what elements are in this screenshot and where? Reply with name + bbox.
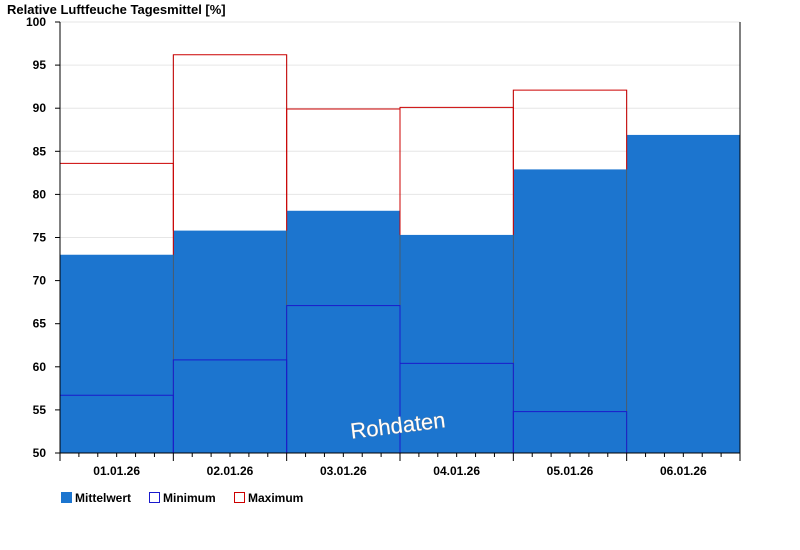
y-tick-label: 60: [33, 360, 47, 374]
x-tick-label: 01.01.26: [93, 464, 140, 478]
y-tick-label: 90: [33, 101, 47, 115]
y-tick-label: 70: [33, 274, 47, 288]
y-tick-label: 100: [26, 15, 46, 29]
y-axis-ticks: 50 55 60 65 70 75 80 85 90 95 100: [26, 15, 60, 460]
x-tick-label: 05.01.26: [547, 464, 594, 478]
y-tick-label: 50: [33, 446, 47, 460]
x-tick-label: 03.01.26: [320, 464, 367, 478]
x-tick-label: 02.01.26: [207, 464, 254, 478]
bar-mittelwert: [60, 254, 174, 453]
bar-mittelwert: [286, 210, 400, 453]
chart-title: Relative Luftfeuche Tagesmittel [%]: [7, 2, 226, 17]
legend-swatch: [61, 492, 72, 503]
legend-item-mittelwert: Mittelwert: [61, 491, 131, 505]
legend-label: Maximum: [248, 491, 303, 505]
x-tick-label: 06.01.26: [660, 464, 707, 478]
legend-label: Minimum: [163, 491, 216, 505]
legend-item-maximum: Maximum: [234, 491, 303, 505]
bar-mittelwert: [400, 234, 514, 453]
legend: Mittelwert Minimum Maximum: [61, 491, 303, 505]
y-tick-label: 95: [33, 58, 47, 72]
x-tick-label: 04.01.26: [433, 464, 480, 478]
bar-maximum: [59, 162, 174, 255]
bar-maximum: [286, 108, 401, 211]
bar-mittelwert: [513, 169, 627, 454]
legend-swatch: [149, 492, 160, 503]
lines-maximum: [59, 54, 628, 255]
y-tick-label: 55: [33, 403, 47, 417]
legend-label: Mittelwert: [75, 491, 131, 505]
bar-maximum: [172, 54, 288, 231]
bar-mittelwert: [173, 230, 287, 453]
y-tick-label: 85: [33, 144, 47, 158]
bars-mittelwert: [60, 54, 740, 454]
bar-mittelwert: [626, 134, 740, 453]
x-axis-ticks: 01.01.26 02.01.26 03.01.26 04.01.26 05.01.26…: [59, 453, 741, 478]
legend-item-minimum: Minimum: [149, 491, 216, 505]
legend-swatch: [234, 492, 245, 503]
y-tick-label: 75: [33, 231, 47, 245]
y-tick-label: 80: [33, 187, 47, 201]
bar-maximum: [512, 89, 628, 170]
y-tick-label: 65: [33, 317, 47, 331]
bar-maximum: [399, 106, 514, 235]
